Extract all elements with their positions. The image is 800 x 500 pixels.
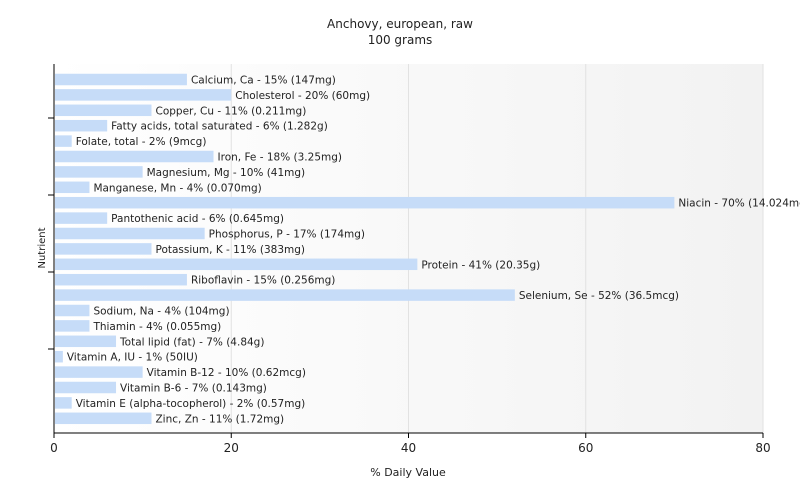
bar-label: Pantothenic acid - 6% (0.645mg) xyxy=(111,213,284,225)
bar xyxy=(55,135,72,147)
bar xyxy=(55,397,72,409)
bar xyxy=(55,104,152,117)
bar xyxy=(55,150,214,163)
bar xyxy=(55,289,515,301)
bar xyxy=(55,212,108,224)
x-tick-label: 20 xyxy=(224,441,239,455)
bar-label: Iron, Fe - 18% (3.25mg) xyxy=(218,152,342,164)
bar-label: Magnesium, Mg - 10% (41mg) xyxy=(147,167,306,179)
bar-label: Thiamin - 4% (0.055mg) xyxy=(92,321,221,333)
bars xyxy=(55,73,675,425)
bar-label: Calcium, Ca - 15% (147mg) xyxy=(191,75,336,87)
bar xyxy=(55,350,63,363)
bar xyxy=(55,119,108,132)
bar xyxy=(55,412,152,425)
bar-label: Protein - 41% (20.35g) xyxy=(421,259,540,271)
bar-label: Manganese, Mn - 4% (0.070mg) xyxy=(93,182,261,194)
bar xyxy=(55,181,90,194)
bar-labels: Calcium, Ca - 15% (147mg) Cholesterol - 2… xyxy=(67,75,800,426)
bar-label: Vitamin B-6 - 7% (0.143mg) xyxy=(120,383,267,395)
x-tick-label: 40 xyxy=(401,441,416,455)
bar-label: Copper, Cu - 11% (0.211mg) xyxy=(155,105,306,117)
bar-label: Total lipid (fat) - 7% (4.84g) xyxy=(119,336,264,348)
bar-label: Riboflavin - 15% (0.256mg) xyxy=(191,275,335,287)
bar xyxy=(55,304,90,317)
bar xyxy=(55,243,152,255)
bar xyxy=(55,273,187,286)
bar-label: Potassium, K - 11% (383mg) xyxy=(155,244,305,256)
bar-label: Sodium, Na - 4% (104mg) xyxy=(93,306,229,318)
x-axis-label: % Daily Value xyxy=(370,466,446,479)
bar-label: Vitamin B-12 - 10% (0.62mcg) xyxy=(147,367,306,379)
bar xyxy=(55,335,117,348)
bar xyxy=(55,381,117,394)
bar-label: Phosphorus, P - 17% (174mg) xyxy=(209,229,365,241)
bar-label: Zinc, Zn - 11% (1.72mg) xyxy=(155,413,284,425)
bar-label: Fatty acids, total saturated - 6% (1.282… xyxy=(111,121,328,133)
y-axis-label: Nutrient xyxy=(37,227,48,268)
bar xyxy=(55,89,232,101)
bar xyxy=(55,320,90,332)
chart-title: Anchovy, european, raw xyxy=(327,17,473,31)
bar xyxy=(55,73,187,86)
bar-label: Folate, total - 2% (9mcg) xyxy=(76,136,207,148)
grid-lines xyxy=(230,64,764,433)
x-tick-label: 80 xyxy=(755,441,770,455)
bar-label: Vitamin E (alpha-tocopherol) - 2% (0.57m… xyxy=(76,398,306,410)
x-tick-label: 0 xyxy=(50,441,58,455)
x-tick-label: 60 xyxy=(578,441,593,455)
bar xyxy=(55,196,675,209)
bar-label: Cholesterol - 20% (60mg) xyxy=(235,90,370,102)
bar-label: Niacin - 70% (14.024mg) xyxy=(678,198,800,210)
bar xyxy=(55,258,418,271)
bar-label: Vitamin A, IU - 1% (50IU) xyxy=(67,352,198,364)
bar xyxy=(55,166,143,178)
bar xyxy=(55,227,205,240)
bar xyxy=(55,366,143,378)
bar-label: Selenium, Se - 52% (36.5mcg) xyxy=(519,290,679,302)
x-ticks: 0 20 40 60 80 xyxy=(50,433,771,455)
chart-subtitle: 100 grams xyxy=(368,33,433,47)
